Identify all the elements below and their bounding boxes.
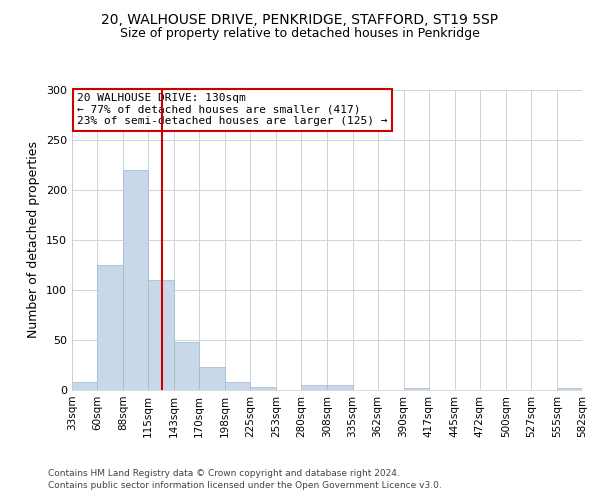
- Bar: [301, 385, 328, 390]
- Text: 20, WALHOUSE DRIVE, PENKRIDGE, STAFFORD, ST19 5SP: 20, WALHOUSE DRIVE, PENKRIDGE, STAFFORD,…: [101, 12, 499, 26]
- Text: Size of property relative to detached houses in Penkridge: Size of property relative to detached ho…: [120, 28, 480, 40]
- Bar: [97, 265, 123, 390]
- Text: 20 WALHOUSE DRIVE: 130sqm
← 77% of detached houses are smaller (417)
23% of semi: 20 WALHOUSE DRIVE: 130sqm ← 77% of detac…: [77, 93, 388, 126]
- Text: Contains public sector information licensed under the Open Government Licence v3: Contains public sector information licen…: [48, 481, 442, 490]
- Bar: [557, 388, 582, 390]
- Bar: [72, 382, 97, 390]
- Bar: [404, 388, 429, 390]
- Bar: [123, 170, 148, 390]
- Bar: [199, 367, 225, 390]
- Text: Contains HM Land Registry data © Crown copyright and database right 2024.: Contains HM Land Registry data © Crown c…: [48, 468, 400, 477]
- Bar: [225, 382, 250, 390]
- Bar: [250, 387, 277, 390]
- Bar: [328, 385, 353, 390]
- Y-axis label: Number of detached properties: Number of detached properties: [28, 142, 40, 338]
- Bar: [148, 280, 174, 390]
- Bar: [174, 342, 199, 390]
